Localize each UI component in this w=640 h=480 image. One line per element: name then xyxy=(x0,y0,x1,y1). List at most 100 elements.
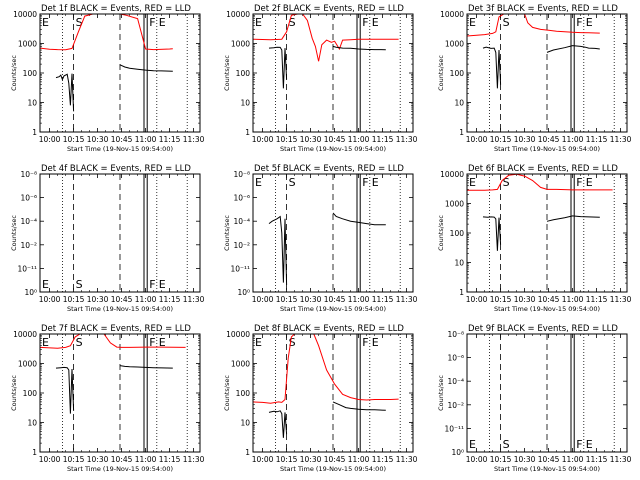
time-marker-label: E xyxy=(469,438,476,451)
panel-3: Det 3f BLACK = Events, RED = LLD 1 10 100 10… xyxy=(437,4,632,153)
series-line-lld xyxy=(253,334,295,404)
time-marker-label: F xyxy=(362,336,368,349)
y-tick-label: 100 xyxy=(236,389,251,398)
x-tick-label: 11:30 xyxy=(610,455,632,464)
x-tick-label: 10:45 xyxy=(538,295,560,304)
x-tick-label: 10:15 xyxy=(490,135,512,144)
x-tick-label: 10:15 xyxy=(63,455,85,464)
y-tick-label: 10⁰ xyxy=(451,448,464,457)
time-marker-label: E xyxy=(372,176,379,189)
y-axis-label: Counts/sec xyxy=(10,375,18,411)
time-marker-label: F xyxy=(362,16,368,29)
series-line-events xyxy=(482,46,502,89)
time-marker-label: F xyxy=(149,336,155,349)
x-axis-label: Start Time (19-Nov-15 09:54:00) xyxy=(494,465,600,473)
x-tick-label: 10:15 xyxy=(63,135,85,144)
x-tick-label: 10:30 xyxy=(87,295,109,304)
time-marker-label: E xyxy=(255,176,262,189)
x-tick-label: 10:30 xyxy=(514,135,536,144)
x-tick-label: 11:30 xyxy=(610,135,632,144)
x-tick-label: 10:15 xyxy=(490,455,512,464)
y-tick-label: 10⁰ xyxy=(24,288,37,297)
x-tick-label: 11:30 xyxy=(183,135,205,144)
x-tick-label: 10:15 xyxy=(276,135,298,144)
time-marker-label: S xyxy=(76,16,83,29)
y-tick-label: 10 xyxy=(27,99,37,108)
time-marker-label: E xyxy=(159,336,166,349)
time-marker-label: E xyxy=(255,16,262,29)
panel-title: Det 4f BLACK = Events, RED = LLD xyxy=(41,164,191,174)
x-axis-label: Start Time (19-Nov-15 09:54:00) xyxy=(67,465,173,473)
panel-8: Det 8f BLACK = Events, RED = LLD 1 10 100 10… xyxy=(223,324,418,473)
series-line-lld xyxy=(313,334,399,401)
x-tick-label: 11:15 xyxy=(586,455,608,464)
x-tick-label: 10:00 xyxy=(252,295,274,304)
panel-title: Det 5f BLACK = Events, RED = LLD xyxy=(254,164,404,174)
x-axis-label: Start Time (19-Nov-15 09:54:00) xyxy=(280,145,386,153)
x-tick-label: 11:30 xyxy=(183,295,205,304)
time-marker-label: F xyxy=(576,176,582,189)
x-tick-label: 10:45 xyxy=(324,455,346,464)
x-tick-label: 10:15 xyxy=(63,295,85,304)
y-tick-label: 10 xyxy=(27,419,37,428)
y-tick-label: 1 xyxy=(32,448,37,457)
series-line-events xyxy=(55,366,75,414)
y-tick-label: 100 xyxy=(450,229,465,238)
time-marker-label: F xyxy=(576,438,582,451)
y-tick-label: 100 xyxy=(450,69,465,78)
time-marker-label: S xyxy=(503,176,510,189)
x-tick-label: 11:00 xyxy=(562,295,584,304)
x-tick-label: 10:45 xyxy=(111,455,133,464)
panel-title: Det 2f BLACK = Events, RED = LLD xyxy=(254,4,404,14)
y-axis-label: Counts/sec xyxy=(223,215,231,251)
y-axis-label: Counts/sec xyxy=(437,55,445,91)
y-axis-label: Counts/sec xyxy=(223,375,231,411)
plot-frame xyxy=(39,333,201,453)
y-tick-label: 1000 xyxy=(445,200,464,209)
time-marker-label: E xyxy=(159,278,166,291)
y-tick-label: 100 xyxy=(23,389,38,398)
x-tick-label: 11:30 xyxy=(396,295,418,304)
plot-frame xyxy=(466,13,628,133)
x-axis-label: Start Time (19-Nov-15 09:54:00) xyxy=(494,145,600,153)
time-marker-label: F xyxy=(149,16,155,29)
time-marker-label: E xyxy=(255,336,262,349)
y-tick-label: 10000 xyxy=(440,170,464,179)
series-line-events xyxy=(55,73,75,112)
y-tick-label: 1000 xyxy=(18,40,37,49)
x-tick-label: 10:15 xyxy=(276,455,298,464)
series-line-lld xyxy=(40,334,81,349)
time-marker-label: F xyxy=(149,278,155,291)
x-tick-label: 10:00 xyxy=(466,295,488,304)
y-tick-label: 10000 xyxy=(13,10,37,19)
y-tick-label: 10 xyxy=(454,99,464,108)
series-line-lld xyxy=(302,14,399,62)
x-tick-label: 10:45 xyxy=(324,135,346,144)
time-marker-label: F xyxy=(576,16,582,29)
y-tick-label: 10 xyxy=(454,259,464,268)
time-marker-label: E xyxy=(586,438,593,451)
plot-frame xyxy=(466,333,628,453)
y-tick-label: 10000 xyxy=(226,10,250,19)
x-tick-label: 10:00 xyxy=(252,455,274,464)
x-tick-label: 11:00 xyxy=(348,295,370,304)
panel-title: Det 9f BLACK = Events, RED = LLD xyxy=(468,324,618,334)
y-tick-label: 10⁻⁴ xyxy=(447,377,464,386)
y-tick-label: 10000 xyxy=(226,330,250,339)
x-axis-label: Start Time (19-Nov-15 09:54:00) xyxy=(280,465,386,473)
series-line-events xyxy=(119,64,173,72)
panel-1: Det 1f BLACK = Events, RED = LLD 1 10 100 10… xyxy=(10,4,205,153)
x-tick-label: 10:00 xyxy=(39,295,61,304)
y-tick-label: 1000 xyxy=(231,40,250,49)
y-tick-label: 10⁻¹¹ xyxy=(444,424,464,433)
panel-9: Det 9f BLACK = Events, RED = LLD 10⁰ 10⁻¹¹… xyxy=(437,324,632,473)
panel-7: Det 7f BLACK = Events, RED = LLD 1 10 100 10… xyxy=(10,324,205,473)
panel-4: Det 4f BLACK = Events, RED = LLD 10⁰ 10⁻¹¹… xyxy=(10,164,205,313)
x-tick-label: 11:30 xyxy=(396,135,418,144)
time-marker-label: E xyxy=(42,278,49,291)
x-tick-label: 11:30 xyxy=(610,295,632,304)
time-marker-label: E xyxy=(42,336,49,349)
y-tick-label: 10⁻² xyxy=(233,241,250,250)
x-tick-label: 11:00 xyxy=(562,455,584,464)
time-marker-label: E xyxy=(469,16,476,29)
